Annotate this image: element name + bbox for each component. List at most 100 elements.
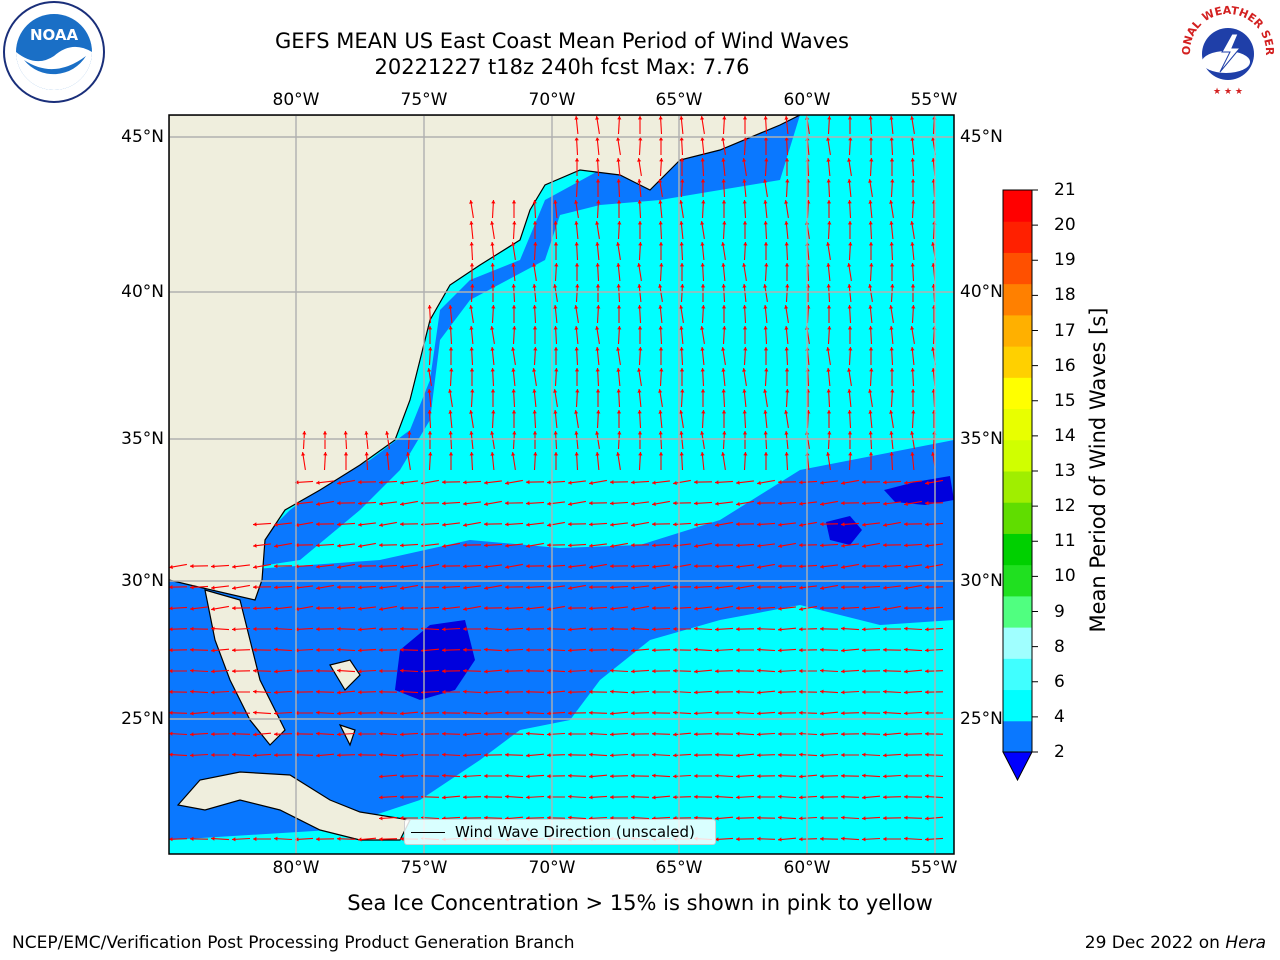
wind-wave-arrow-head [799,585,803,590]
wind-wave-arrow-head [631,585,635,590]
wind-wave-arrow-head [868,431,873,435]
wind-wave-arrow-head [743,347,748,351]
wind-wave-arrow-head [827,221,832,225]
wind-wave-arrow-head [554,368,559,372]
wind-wave-arrow-head [799,752,803,757]
wind-wave-arrow-head [742,200,747,204]
wind-wave-arrow-head [763,347,769,351]
map-legend: Wind Wave Direction (unscaled) [404,819,716,845]
wind-wave-arrow-head [295,837,299,842]
wind-wave-arrow-head [904,836,908,841]
wind-wave-arrow-head [568,794,572,799]
wind-wave-arrow-head [736,816,740,821]
wind-wave-arrow-head [862,480,866,485]
wind-wave-arrow-head [883,585,887,590]
wind-wave-arrow-head [883,626,887,632]
wind-wave-arrow-head [595,116,600,120]
wind-wave-arrow-head [448,431,453,435]
wind-wave-arrow-head [295,480,299,485]
wind-wave-arrow-head [491,410,496,414]
wind-wave-arrow-head [553,431,558,435]
wind-wave-arrow-head [820,606,824,611]
wind-wave-arrow-head [400,774,404,779]
wind-wave-arrow-head [820,564,824,569]
wind-wave-arrow-head [190,647,194,652]
wind-wave-arrow-head [463,647,467,652]
wind-wave-arrow-head [568,773,572,778]
wind-wave-arrow-head [869,263,874,267]
wind-wave-arrow-head [637,200,642,204]
wind-wave-arrow-head [406,452,411,456]
wind-wave-arrow-head [253,522,257,527]
wind-wave-arrow-head [889,137,894,141]
wind-wave-arrow-head [925,480,929,485]
date-credit: 29 Dec 2022 on Hera [1085,933,1266,953]
wind-wave-arrow-head [841,773,845,778]
wind-wave-arrow-head [757,543,761,548]
wind-wave-arrow-head [337,626,341,631]
wind-wave-arrow-head [547,732,551,737]
wind-wave-arrow-head [736,543,740,548]
wind-wave-arrow-head [470,389,475,393]
wind-wave-arrow-head [925,648,929,653]
wind-wave-arrow-head [925,710,929,716]
wind-wave-arrow-head [778,648,782,653]
colorbar-label-text: Mean Period of Wind Waves [s] [1086,307,1110,633]
left-lat-label-35n: 35°N [121,429,164,449]
wind-wave-arrow-head [379,752,383,757]
wind-wave-arrow-head [616,242,621,246]
wind-wave-arrow-head [847,431,853,435]
wind-wave-arrow-head [841,606,845,611]
wind-wave-arrow-head [841,522,845,527]
wind-wave-arrow-head [595,368,600,372]
wind-wave-arrow-head [673,647,677,652]
wind-wave-arrow-head [274,626,278,631]
wind-wave-arrow-head [700,347,705,351]
wind-wave-arrow-head [526,501,530,506]
wind-wave-arrow-head [427,389,432,393]
wind-wave-arrow-head [400,753,404,758]
wind-wave-arrow-head [574,200,579,204]
wind-wave-arrow-head [274,564,278,569]
wind-wave-arrow-head [862,816,866,821]
colorbar-tick-label: 14 [1054,425,1076,446]
wind-wave-arrow-head [616,200,622,204]
wind-wave-arrow-head [721,263,726,267]
wind-wave-arrow-head [490,452,495,456]
wind-wave-arrow-head [701,410,706,414]
wind-wave-arrow-head [442,773,446,778]
wind-wave-arrow-head [526,647,530,653]
wind-wave-arrow-head [925,794,929,799]
wind-wave-arrow-head [169,627,173,632]
wind-wave-arrow-head [442,522,446,527]
wind-wave-arrow-head [847,410,852,414]
wind-wave-arrow-head [784,221,789,225]
wind-wave-arrow-head [721,179,726,183]
wind-wave-arrow-head [469,431,474,435]
wind-wave-arrow-head [862,648,866,653]
wind-wave-arrow-head [652,501,656,506]
wind-wave-arrow-head [715,648,719,653]
wind-wave-arrow-head [343,431,348,435]
wind-wave-arrow-head [589,564,593,569]
wind-wave-arrow-head [862,752,866,757]
wind-wave-arrow-head [652,710,656,715]
wind-wave-arrow-head [722,326,727,330]
wind-wave-arrow-head [799,774,803,779]
wind-wave-arrow-head [532,431,538,435]
wind-wave-arrow-head [400,480,404,485]
wind-wave-arrow-head [847,284,852,288]
wind-wave-arrow-head [910,137,915,141]
wind-wave-arrow-head [820,626,824,631]
wind-wave-arrow-head [637,116,643,120]
wind-wave-arrow-head [700,221,705,225]
wind-wave-arrow-head [679,431,684,435]
wind-wave-arrow-head [568,543,572,548]
wind-wave-arrow-head [211,626,215,631]
wind-wave-arrow-head [505,585,509,590]
wind-wave-arrow-head [883,647,887,652]
colorbar-tick-label: 9 [1054,601,1065,622]
wind-wave-arrow-head [442,795,446,800]
colorbar-tick-label: 4 [1054,706,1065,727]
wind-wave-arrow-head [469,305,474,309]
